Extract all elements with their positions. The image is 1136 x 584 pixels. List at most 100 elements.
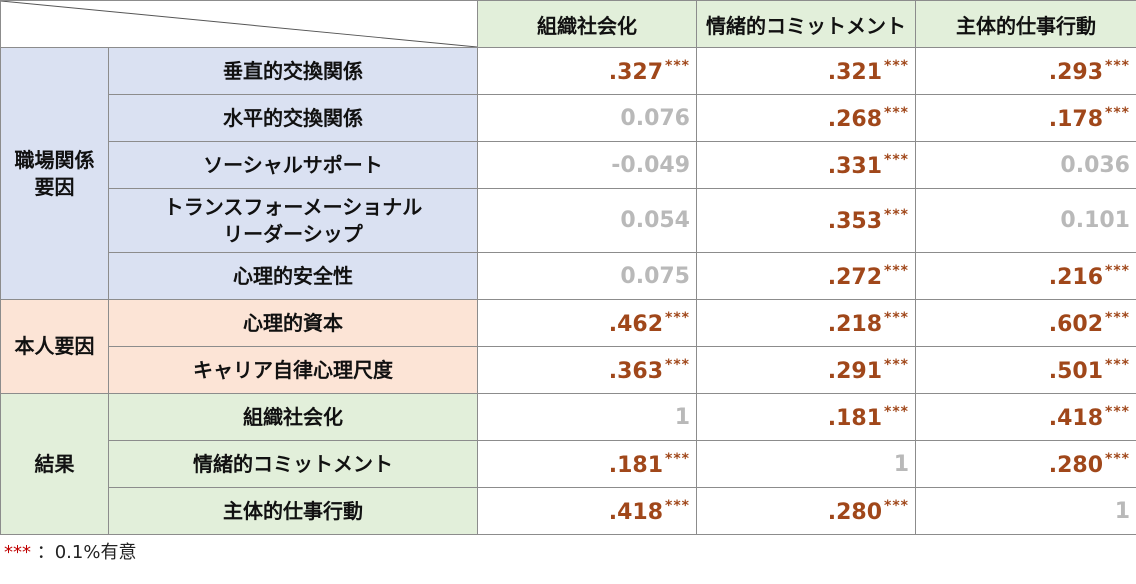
correlation-cell: .181 *** (696, 393, 916, 441)
correlation-value: .272 (827, 264, 883, 290)
row-label-text: 主体的仕事行動 (223, 498, 363, 523)
correlation-value: .216 (1048, 264, 1104, 290)
significance-stars: *** (884, 262, 909, 279)
correlation-value: 1 (1114, 498, 1130, 524)
correlation-cell: .280 *** (696, 487, 916, 535)
correlation-value: .602 (1048, 311, 1104, 337)
correlation-cell: .178 *** (915, 94, 1136, 142)
group-label-text: 結果 (34, 451, 75, 476)
row-label: 主体的仕事行動 (108, 487, 478, 535)
correlation-value: 0.076 (620, 105, 690, 131)
significance-stars: *** (665, 309, 690, 326)
table-row: 本人要因 心理的資本 .462 *** .218 *** .602 *** (0, 299, 1136, 394)
column-header: 主体的仕事行動 (915, 0, 1136, 48)
correlation-cell: .280 *** (915, 440, 1136, 488)
table-row: 情緒的コミットメント .181 *** 1.280 *** (1, 440, 1136, 488)
row-label: 情緒的コミットメント (108, 440, 478, 488)
correlation-value: .280 (1048, 452, 1104, 478)
correlation-cell: 1 (477, 393, 697, 441)
row-label: ソーシャルサポート (108, 141, 478, 189)
table-row: 水平的交換関係 0.076.268 *** .178 *** (1, 94, 1136, 142)
correlation-cell: .331 *** (696, 141, 916, 189)
correlation-cell: .501 *** (915, 346, 1136, 394)
correlation-cell: .218 *** (696, 299, 916, 347)
significance-stars: *** (1105, 57, 1130, 74)
significance-stars: *** (884, 151, 909, 168)
correlation-cell: .418 *** (915, 393, 1136, 441)
correlation-value: .321 (827, 59, 883, 85)
correlation-value: 1 (893, 451, 909, 477)
correlation-value: .293 (1048, 59, 1104, 85)
group-label: 本人要因 (0, 299, 109, 394)
table-row: 主体的仕事行動 .418 *** .280 *** 1 (1, 487, 1136, 535)
correlation-value: .178 (1048, 106, 1104, 132)
correlation-value: .268 (827, 106, 883, 132)
significance-stars: *** (665, 356, 690, 373)
correlation-cell: .291 *** (696, 346, 916, 394)
correlation-cell: 1 (915, 487, 1136, 535)
significance-stars: *** (884, 356, 909, 373)
correlation-value: .181 (827, 405, 883, 431)
significance-stars: *** (1105, 450, 1130, 467)
correlation-value: .353 (827, 209, 883, 234)
significance-stars: *** (884, 104, 909, 121)
table-row: トランスフォーメーショナル リーダーシップ 0.054.353 *** 0.101 (1, 188, 1136, 253)
correlation-cell: .293 *** (915, 47, 1136, 95)
correlation-cell: .462 *** (477, 299, 697, 347)
correlation-value: -0.049 (611, 152, 690, 178)
group-label: 職場関係 要因 (0, 47, 109, 300)
significance-stars: *** (665, 57, 690, 74)
correlation-cell: 1 (696, 440, 916, 488)
significance-stars: *** (1105, 403, 1130, 420)
correlation-value: 0.036 (1060, 152, 1130, 178)
correlation-cell: .181 *** (477, 440, 697, 488)
correlation-table: 組織社会化 情緒的コミットメント 主体的仕事行動 職場関係 要因 垂直的交換関係.… (0, 0, 1136, 535)
row-label-text: 水平的交換関係 (223, 105, 363, 130)
footnote-text: ：0.1%有意 (36, 542, 137, 563)
correlation-value: .462 (608, 311, 664, 337)
table-row: 結果 組織社会化 1.181 *** .418 *** (0, 393, 1136, 535)
correlation-cell: .272 *** (696, 252, 916, 300)
row-label: 心理的資本 (108, 299, 478, 347)
correlation-cell: .418 *** (477, 487, 697, 535)
row-label: 水平的交換関係 (108, 94, 478, 142)
correlation-value: .218 (827, 311, 883, 337)
correlation-cell: .268 *** (696, 94, 916, 142)
significance-stars: *** (1105, 104, 1130, 121)
correlation-value: .418 (608, 499, 664, 525)
row-label: 垂直的交換関係 (108, 47, 478, 95)
correlation-cell: 0.076 (477, 94, 697, 142)
correlation-value: 1 (674, 404, 690, 430)
diagonal-line (1, 1, 477, 47)
footnote: *** ：0.1%有意 (4, 538, 136, 564)
correlation-cell: 0.075 (477, 252, 697, 300)
group-label: 結果 (0, 393, 109, 535)
row-label: 組織社会化 (108, 393, 478, 441)
correlation-value: .418 (1048, 405, 1104, 431)
significance-stars: *** (665, 497, 690, 514)
correlation-cell: .216 *** (915, 252, 1136, 300)
correlation-cell: .321 *** (696, 47, 916, 95)
correlation-value: .363 (608, 358, 664, 384)
correlation-cell: .327 *** (477, 47, 697, 95)
table-row: ソーシャルサポート -0.049.331 *** 0.036 (1, 141, 1136, 189)
significance-stars: *** (884, 207, 909, 223)
row-label-text: 情緒的コミットメント (193, 451, 393, 476)
column-header: 組織社会化 (477, 0, 697, 48)
row-label-text: 組織社会化 (243, 404, 343, 429)
row-label-text: キャリア自律心理尺度 (193, 357, 393, 382)
row-label-text: 垂直的交換関係 (223, 58, 363, 83)
correlation-cell: .363 *** (477, 346, 697, 394)
row-label-text: トランスフォーメーショナル リーダーシップ (163, 194, 423, 246)
row-label: トランスフォーメーショナル リーダーシップ (108, 188, 478, 253)
table-row: 心理的安全性 0.075.272 *** .216 *** (1, 252, 1136, 300)
significance-stars: *** (665, 450, 690, 467)
row-label: キャリア自律心理尺度 (108, 346, 478, 394)
correlation-cell: 0.036 (915, 141, 1136, 189)
significance-stars: *** (884, 309, 909, 326)
correlation-value: 0.054 (620, 208, 690, 233)
correlation-value: .291 (827, 358, 883, 384)
table-row: 職場関係 要因 垂直的交換関係 .327 *** .321 *** .293 *** (0, 47, 1136, 300)
row-label-text: ソーシャルサポート (203, 152, 383, 177)
significance-stars: *** (1105, 262, 1130, 279)
